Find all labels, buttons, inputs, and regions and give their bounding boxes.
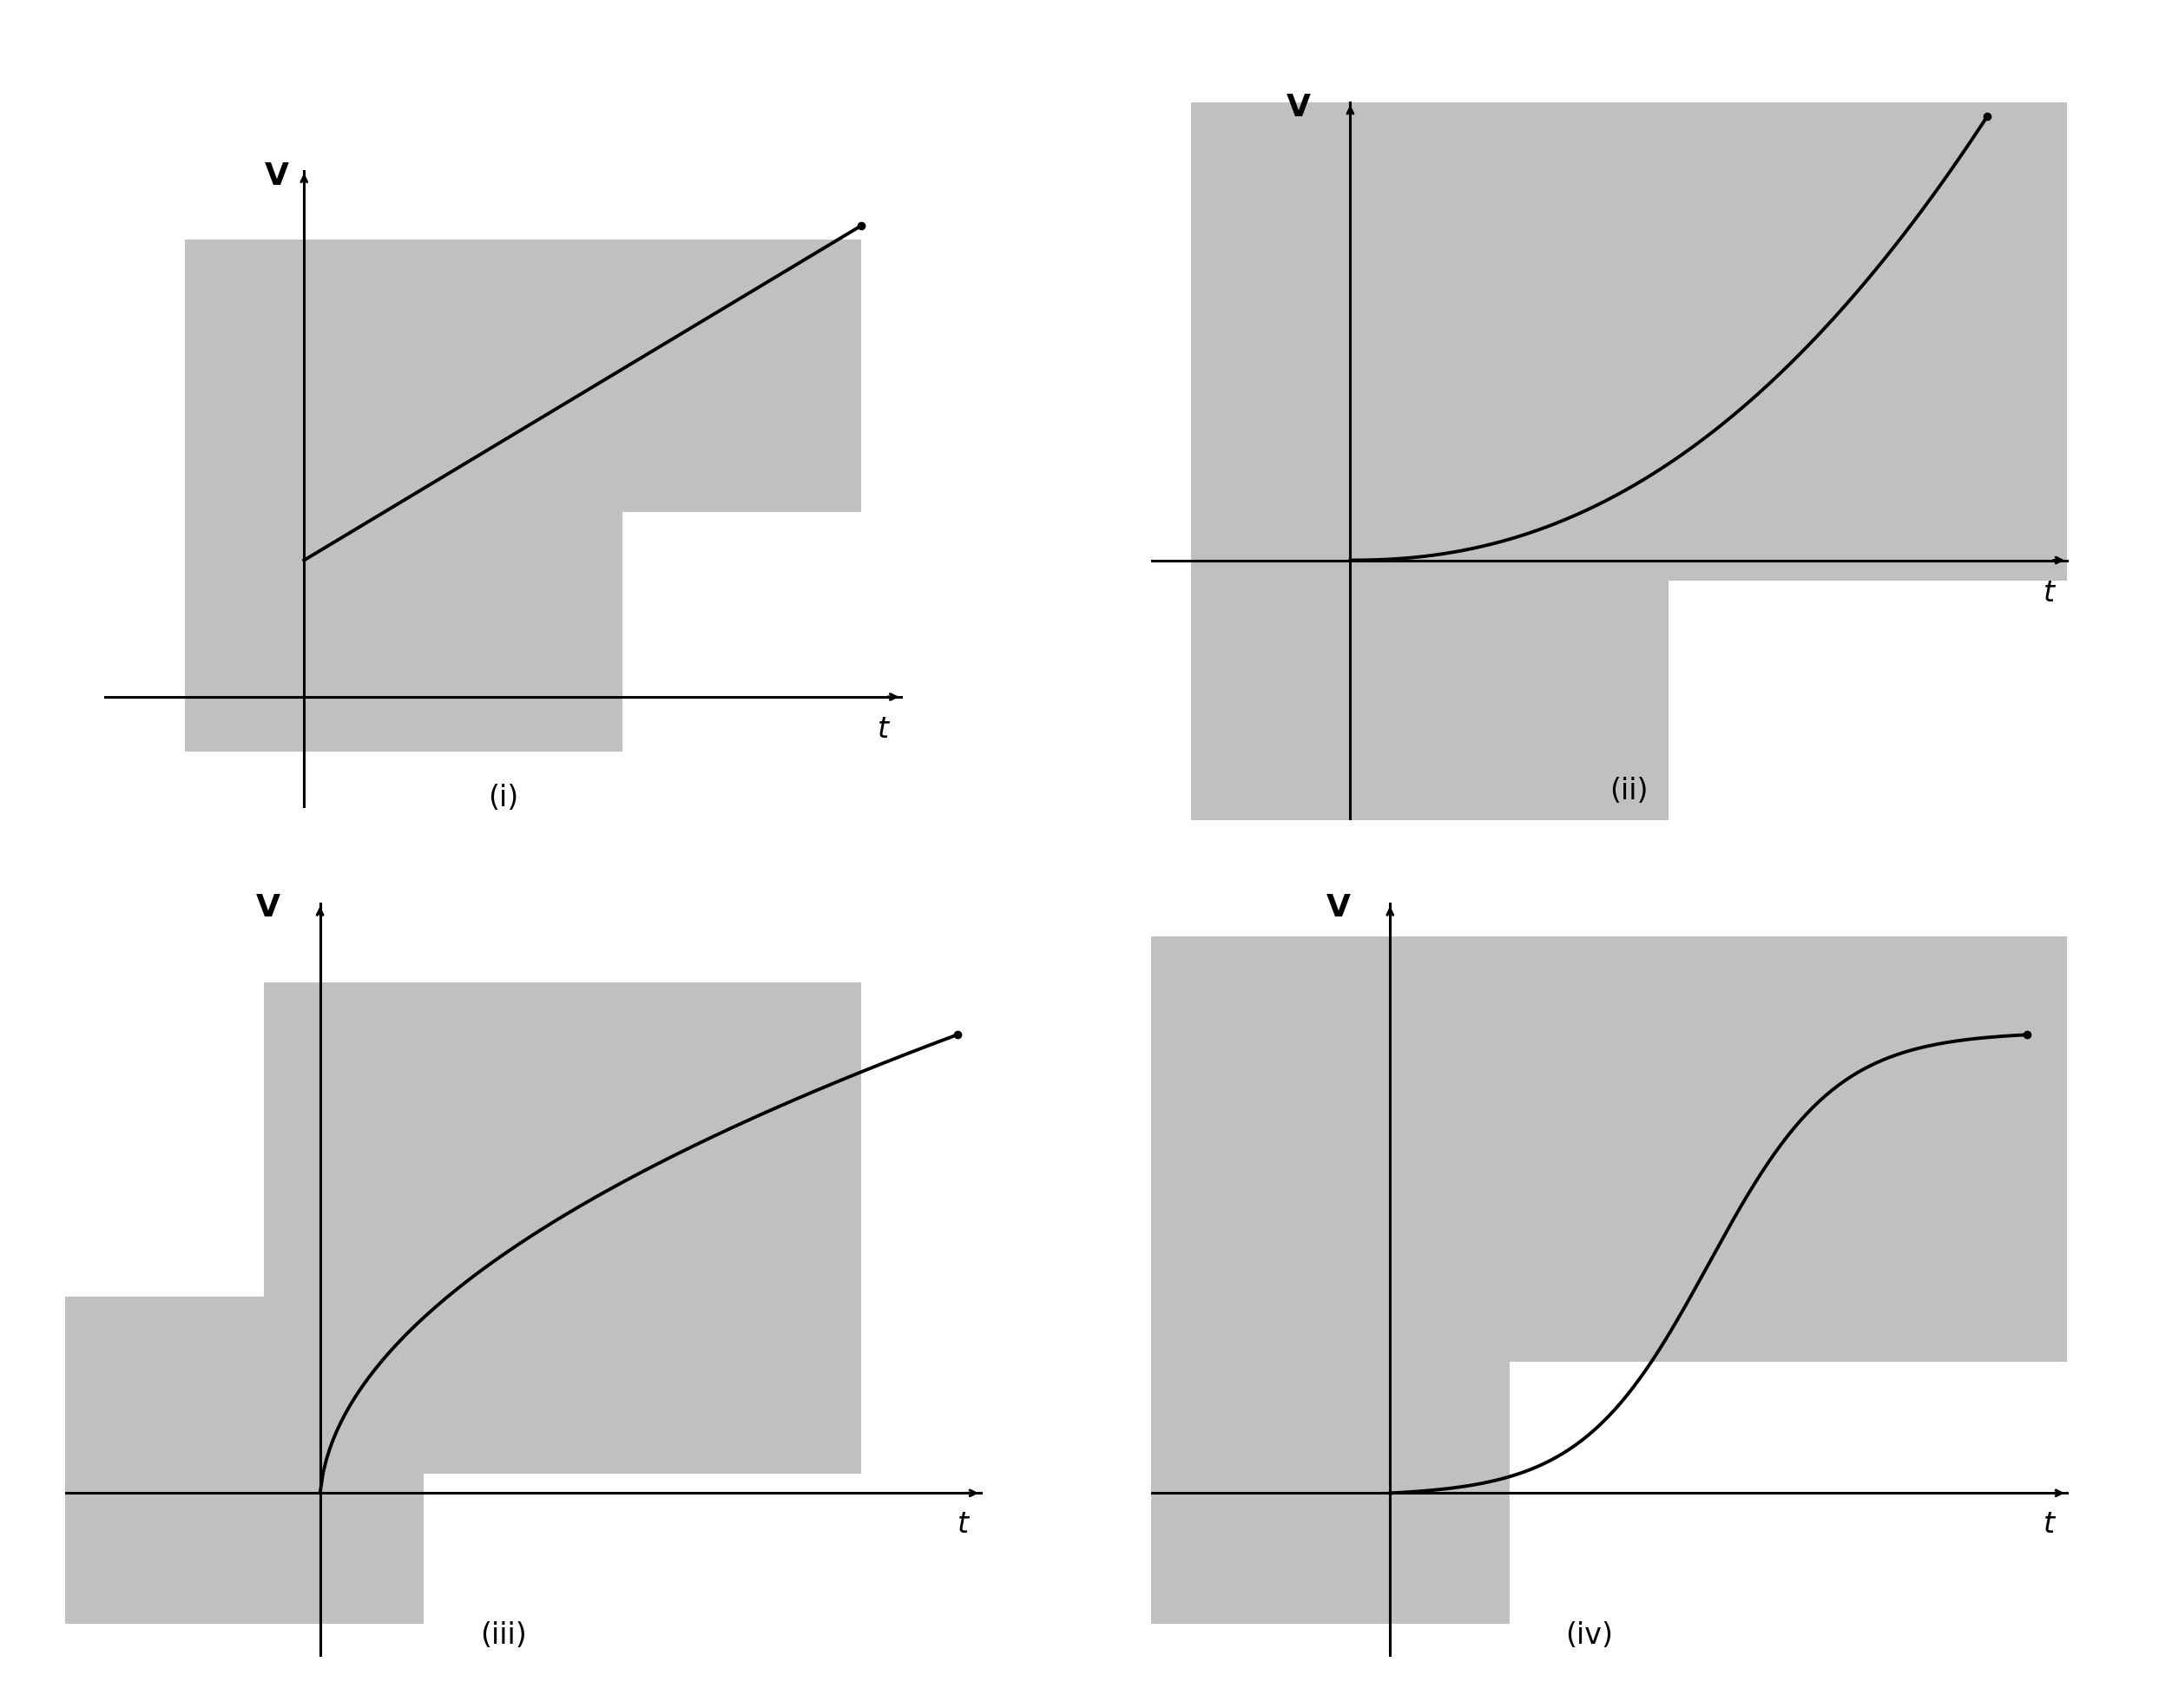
Text: t: t bbox=[2044, 579, 2055, 608]
Bar bbox=[265, 982, 862, 1474]
Text: V: V bbox=[1327, 893, 1351, 922]
Bar bbox=[504, 239, 862, 512]
Text: (iii): (iii) bbox=[480, 1621, 526, 1650]
Text: (ii): (ii) bbox=[1609, 777, 1649, 806]
Bar bbox=[185, 239, 623, 752]
Text: (iv): (iv) bbox=[1566, 1621, 1614, 1650]
Bar bbox=[1151, 936, 1510, 1624]
Bar bbox=[1429, 936, 2068, 1363]
Text: (i): (i) bbox=[489, 784, 519, 813]
Text: V: V bbox=[265, 161, 289, 191]
Text: V: V bbox=[256, 893, 280, 922]
Text: t: t bbox=[2044, 1510, 2055, 1539]
Text: V: V bbox=[1286, 92, 1312, 123]
Text: t: t bbox=[958, 1510, 969, 1539]
Bar bbox=[65, 1296, 424, 1624]
Text: t: t bbox=[877, 716, 888, 745]
Bar bbox=[1510, 102, 2068, 581]
Bar bbox=[1190, 102, 1668, 820]
